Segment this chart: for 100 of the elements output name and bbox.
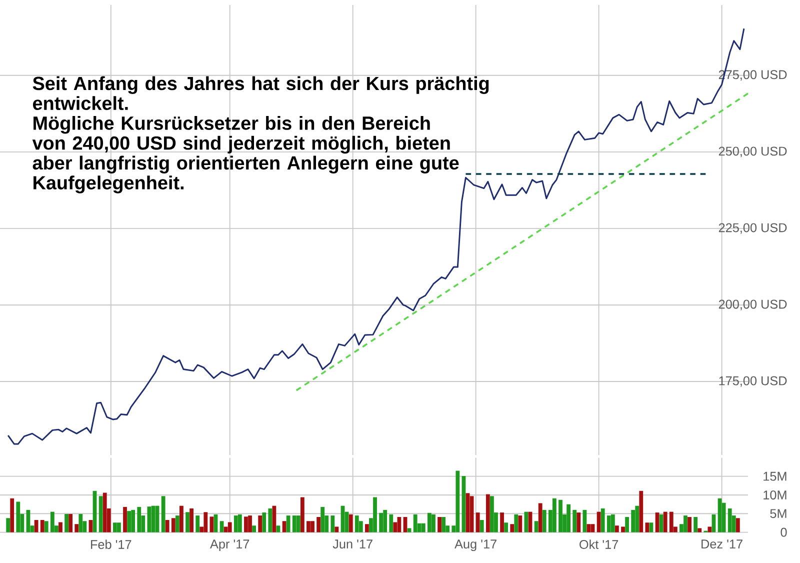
annotation: Seit Anfang des Jahres hat sich der Kurs prächtig entwickelt. bbox=[32, 76, 489, 110]
bar bbox=[68, 514, 73, 532]
bar bbox=[510, 524, 514, 532]
bar bbox=[268, 508, 272, 532]
bar bbox=[712, 514, 716, 532]
bar bbox=[248, 516, 252, 532]
y-tick-label: 15M bbox=[764, 472, 786, 481]
bar bbox=[10, 498, 14, 532]
bar bbox=[262, 512, 266, 532]
bar bbox=[466, 493, 470, 532]
bar bbox=[528, 512, 532, 532]
bar bbox=[524, 512, 528, 532]
bar bbox=[300, 497, 304, 532]
bar bbox=[88, 520, 93, 532]
bar bbox=[127, 511, 131, 532]
bar bbox=[631, 510, 636, 532]
bar bbox=[244, 516, 248, 532]
bar bbox=[684, 516, 688, 532]
bar bbox=[171, 518, 176, 532]
bar bbox=[373, 497, 377, 532]
bar bbox=[427, 512, 432, 532]
bar bbox=[518, 516, 522, 532]
bar bbox=[258, 516, 262, 532]
bar bbox=[40, 520, 44, 532]
annotation: Mögliche Kursrücksetzer bis in den Bereich von 240,00 USD sind jederzeit möglich, bieten aber langfristig orientierten Anlegern eine gute Kaufgelegenheit. bbox=[32, 116, 459, 194]
bar bbox=[442, 517, 446, 532]
bar bbox=[286, 516, 290, 532]
bar bbox=[625, 517, 629, 532]
y-tick-label: 225,00 USD bbox=[718, 223, 787, 234]
bar bbox=[722, 502, 726, 532]
bar bbox=[596, 512, 601, 532]
bar bbox=[688, 517, 692, 532]
bar bbox=[220, 521, 224, 532]
bar bbox=[438, 517, 442, 532]
bar bbox=[586, 524, 591, 532]
bar bbox=[340, 506, 345, 532]
bar bbox=[92, 490, 97, 532]
bar bbox=[330, 516, 335, 532]
bar bbox=[534, 521, 538, 532]
bar bbox=[558, 500, 562, 532]
bar bbox=[606, 516, 611, 532]
x-tick-label: Feb '17 bbox=[91, 540, 132, 549]
bar bbox=[98, 496, 103, 532]
bar bbox=[645, 522, 650, 532]
y-tick-label: 250,00 USD bbox=[718, 146, 787, 158]
bar bbox=[490, 496, 494, 532]
bar bbox=[708, 526, 712, 532]
bar bbox=[576, 512, 581, 532]
bar bbox=[296, 516, 300, 532]
bar bbox=[407, 528, 412, 532]
bar bbox=[26, 510, 30, 532]
bar bbox=[117, 522, 121, 532]
bar bbox=[542, 510, 546, 532]
bar bbox=[582, 510, 587, 532]
bar bbox=[165, 520, 170, 532]
bar bbox=[538, 503, 542, 532]
bar bbox=[669, 512, 674, 532]
bar bbox=[234, 516, 238, 532]
bar bbox=[292, 516, 296, 532]
bar bbox=[186, 512, 190, 532]
bar bbox=[480, 520, 484, 532]
bar bbox=[228, 522, 232, 532]
bar bbox=[155, 506, 160, 532]
bar bbox=[486, 494, 490, 532]
bar bbox=[397, 517, 402, 532]
bar bbox=[694, 517, 698, 532]
bar bbox=[590, 524, 595, 532]
bar bbox=[655, 512, 660, 532]
bar bbox=[389, 514, 394, 532]
bar bbox=[112, 522, 117, 532]
x-tick-label: Okt '17 bbox=[580, 540, 618, 549]
bar bbox=[354, 516, 359, 532]
bar bbox=[572, 510, 577, 532]
bar bbox=[252, 526, 256, 532]
bar bbox=[58, 522, 62, 532]
x-tick-label: Apr '17 bbox=[210, 540, 250, 552]
bar bbox=[476, 512, 480, 532]
bar bbox=[663, 512, 668, 532]
bar bbox=[365, 524, 369, 532]
bar bbox=[204, 512, 208, 532]
y-tick-label: 175,00 USD bbox=[719, 376, 787, 387]
bar bbox=[635, 506, 640, 532]
bar bbox=[196, 516, 200, 532]
bar bbox=[621, 526, 625, 532]
bar bbox=[34, 520, 38, 532]
bar bbox=[718, 498, 722, 532]
bar bbox=[123, 506, 127, 532]
bar bbox=[383, 510, 388, 532]
bar bbox=[470, 496, 474, 532]
bar bbox=[566, 504, 571, 532]
bar bbox=[180, 506, 184, 532]
bar bbox=[78, 514, 83, 532]
bar bbox=[272, 506, 276, 532]
bar bbox=[316, 517, 321, 532]
bar bbox=[432, 514, 436, 532]
bar bbox=[334, 526, 339, 532]
bar bbox=[504, 522, 508, 532]
y-tick-label: 10M bbox=[764, 490, 786, 500]
bar bbox=[728, 508, 732, 532]
bar bbox=[306, 521, 310, 532]
